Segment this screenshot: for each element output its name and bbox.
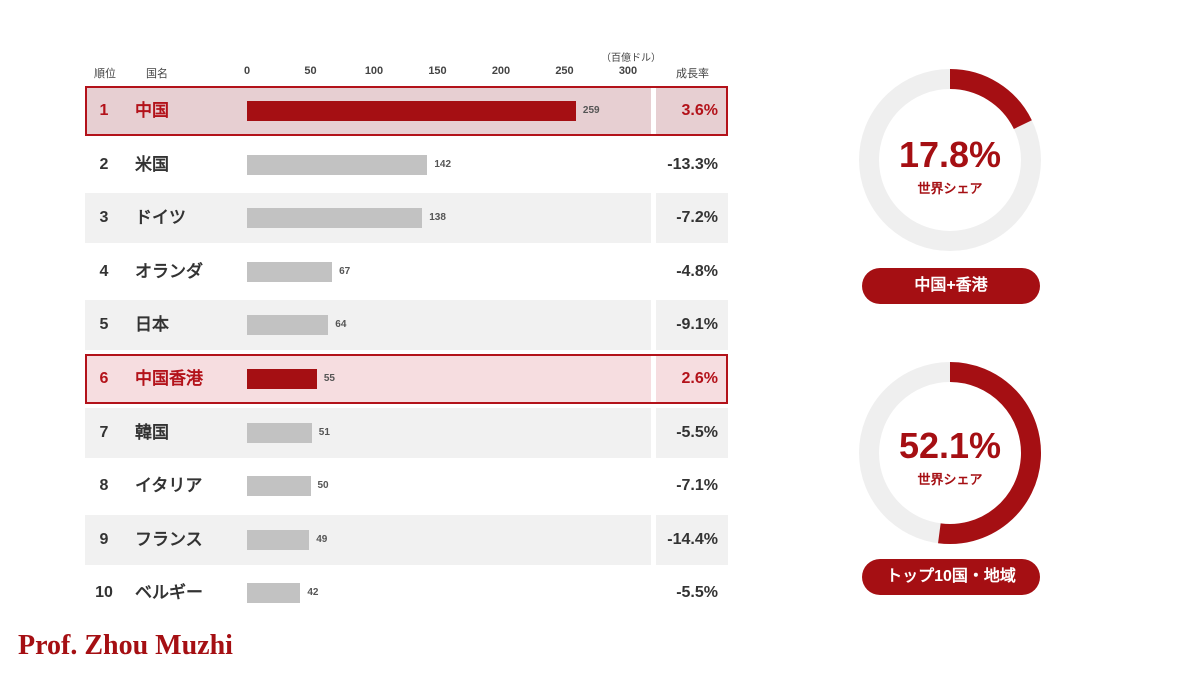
value-label: 55 [323, 373, 335, 384]
growth-rate: -7.1% [676, 477, 718, 495]
country-name: オランダ [135, 261, 203, 281]
country-name: 中国香港 [135, 369, 203, 388]
x-tick-label: 0 [243, 65, 251, 77]
table-row: 4 オランダ 67 -4.8% [85, 247, 728, 297]
country-name: 韓国 [135, 422, 169, 442]
rank-number: 7 [99, 423, 109, 441]
rank-number: 9 [99, 530, 109, 548]
donut-chart-china-hk [859, 69, 1041, 251]
row-background [85, 300, 651, 351]
country-name: 日本 [135, 315, 169, 335]
value-bar [247, 583, 301, 604]
growth-rate: -9.1% [676, 316, 718, 334]
value-bar [247, 261, 333, 282]
table-row: 2 米国 142 -13.3% [85, 140, 728, 190]
value-label: 50 [317, 480, 329, 492]
country-name: イタリア [135, 476, 203, 496]
row-background [87, 356, 651, 402]
growth-rate: -5.5% [676, 423, 718, 441]
author-credit: Prof. Zhou Muzhi [18, 630, 233, 661]
country-name: ドイツ [135, 208, 186, 228]
growth-rate: -13.3% [667, 155, 718, 173]
table-row: 6 中国香港 55 2.6% [85, 354, 728, 404]
table-row: 7 韓国 51 -5.5% [85, 407, 728, 458]
country-name: フランス [135, 529, 203, 549]
x-tick-label: 50 [304, 65, 317, 77]
country-name: ベルギー [135, 583, 203, 603]
row-background-growth [656, 407, 728, 458]
row-background-growth [656, 88, 726, 134]
row-background [85, 407, 651, 458]
table-row: 3 ドイツ 138 -7.2% [85, 193, 728, 244]
growth-rate: 3.6% [681, 102, 718, 119]
donut-slice [938, 362, 1041, 544]
value-label: 138 [429, 212, 446, 224]
value-bar [247, 154, 428, 175]
table-row: 8 イタリア 50 -7.1% [85, 461, 728, 511]
donut-china-hk: 17.8% 世界シェア [858, 68, 1042, 252]
growth-rate: -14.4% [667, 530, 718, 548]
country-name: 米国 [135, 154, 169, 174]
rank-number: 8 [99, 477, 109, 495]
value-bar [247, 208, 423, 229]
donut-slice [949, 69, 1032, 130]
growth-rate: 2.6% [681, 370, 718, 387]
pill-top10: トップ10国・地域 [862, 559, 1040, 595]
rank-number: 6 [99, 370, 109, 387]
table-row: 10 ベルギー 42 -5.5% [85, 568, 728, 618]
value-bar [247, 315, 329, 336]
header-country: 国名 [146, 68, 168, 80]
rank-number: 1 [99, 102, 109, 119]
donut-sublabel: 世界シェア [917, 472, 983, 487]
rank-number: 4 [99, 262, 109, 280]
rank-number: 5 [99, 316, 109, 334]
value-bar [247, 369, 317, 389]
value-label: 51 [318, 426, 330, 438]
donut-top10: 52.1% 世界シェア [858, 361, 1042, 545]
row-background-growth [656, 193, 728, 244]
value-bar [247, 529, 310, 550]
x-tick-label: 300 [618, 65, 638, 77]
row-background [85, 514, 651, 565]
value-bar [247, 101, 576, 121]
donut-value: 17.8% [898, 134, 1002, 175]
value-label: 49 [316, 533, 328, 545]
x-tick-label: 250 [555, 65, 574, 77]
value-label: 259 [582, 105, 600, 116]
value-label: 67 [339, 265, 351, 277]
header-growth: 成長率 [676, 68, 709, 80]
table-row: 5 日本 64 -9.1% [85, 300, 728, 351]
value-bar [247, 422, 312, 443]
row-background-growth [656, 514, 728, 565]
rank-number: 2 [99, 155, 109, 173]
rank-number: 3 [99, 209, 109, 227]
x-tick-label: 200 [491, 65, 511, 77]
header-unit: （百億ドル） [601, 53, 661, 64]
pill-china-hk: 中国+香港 [862, 268, 1040, 304]
donut-chart-top10 [859, 362, 1041, 544]
row-background-growth [656, 356, 726, 402]
growth-rate: -5.5% [676, 584, 718, 602]
value-bar [247, 476, 311, 497]
header-rank: 順位 [94, 68, 116, 80]
value-label: 42 [307, 587, 319, 599]
value-label: 64 [335, 319, 347, 331]
table-row: 1 中国 259 3.6% [85, 86, 728, 136]
country-name: 中国 [135, 101, 169, 120]
value-label: 142 [434, 158, 452, 170]
rank-number: 10 [95, 584, 113, 602]
x-tick-label: 150 [428, 65, 447, 77]
x-tick-label: 100 [364, 65, 384, 77]
growth-rate: -7.2% [676, 209, 718, 227]
growth-rate: -4.8% [676, 262, 718, 280]
table-row: 9 フランス 49 -14.4% [85, 514, 728, 565]
donut-value: 52.1% [898, 425, 1002, 466]
row-background-growth [656, 300, 728, 351]
donut-sublabel: 世界シェア [917, 181, 983, 196]
